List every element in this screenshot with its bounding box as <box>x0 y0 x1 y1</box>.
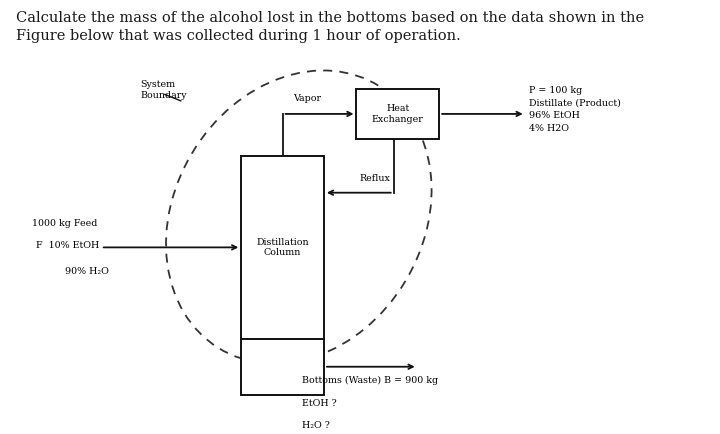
Text: P = 100 kg
Distillate (Product)
96% EtOH
4% H2O: P = 100 kg Distillate (Product) 96% EtOH… <box>529 86 621 133</box>
Text: Calculate the mass of the alcohol lost in the bottoms based on the data shown in: Calculate the mass of the alcohol lost i… <box>16 11 644 43</box>
Text: Heat
Exchanger: Heat Exchanger <box>372 104 423 124</box>
Text: System
Boundary: System Boundary <box>140 80 187 100</box>
Text: Reflux: Reflux <box>359 174 390 183</box>
Text: 1000 kg Feed: 1000 kg Feed <box>32 219 97 228</box>
Text: EtOH ?: EtOH ? <box>302 399 337 408</box>
Text: 90% H₂O: 90% H₂O <box>65 267 109 276</box>
Text: H₂O ?: H₂O ? <box>302 421 330 430</box>
Text: Bottoms (Waste) B = 900 kg: Bottoms (Waste) B = 900 kg <box>302 375 438 385</box>
Text: Distillation
Column: Distillation Column <box>256 238 309 257</box>
Bar <box>241 156 324 339</box>
Text: Vapor: Vapor <box>294 94 321 103</box>
Bar <box>241 339 324 395</box>
Bar <box>356 89 439 139</box>
Text: F  10% EtOH: F 10% EtOH <box>36 241 99 250</box>
